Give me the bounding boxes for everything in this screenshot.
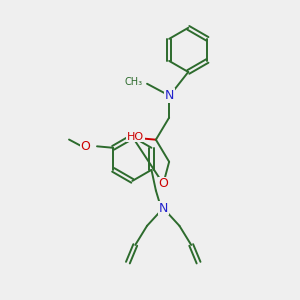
Text: HO: HO [127,132,144,142]
Text: N: N [164,89,174,102]
Text: CH₃: CH₃ [124,77,142,87]
Text: O: O [80,140,90,153]
Text: O: O [158,177,168,190]
Text: N: N [158,202,168,215]
